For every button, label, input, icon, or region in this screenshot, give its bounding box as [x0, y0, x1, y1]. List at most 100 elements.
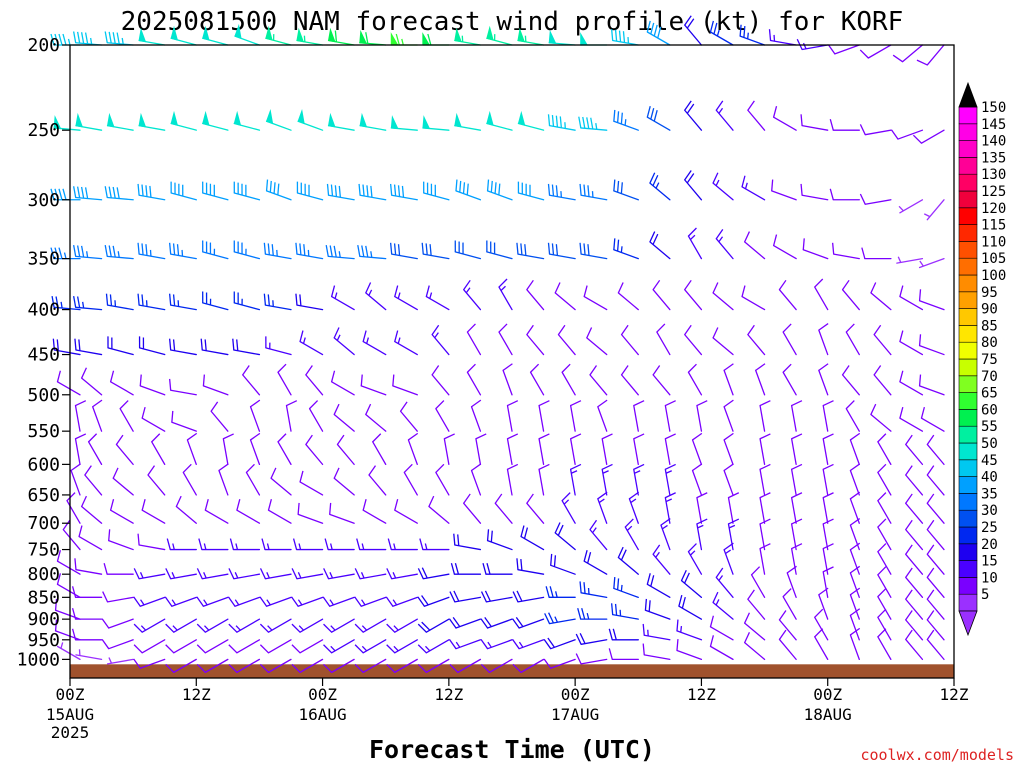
barb-feather [678, 594, 683, 607]
barb-feather [471, 463, 482, 472]
barb-staff [431, 374, 450, 396]
barb-half-feather [393, 543, 396, 550]
wind-barb [646, 573, 671, 598]
barb-half-feather [140, 599, 145, 606]
barb-staff [517, 192, 545, 201]
wind-barb [684, 324, 703, 356]
barb-half-feather [235, 543, 239, 550]
wind-barb [578, 116, 608, 131]
wind-barb [800, 114, 829, 131]
barb-staff [905, 474, 924, 496]
barb-feather [277, 363, 287, 373]
wind-barb [234, 23, 261, 46]
barb-feather [547, 242, 551, 255]
wind-barb [171, 410, 197, 432]
barb-staff [329, 513, 355, 524]
barb-feather [459, 180, 462, 193]
barb-staff [818, 369, 829, 396]
barb-feather [484, 616, 492, 628]
barb-staff [108, 540, 134, 551]
barb-feather [652, 544, 661, 555]
wind-barb [486, 529, 513, 551]
wind-barb [905, 567, 924, 598]
wind-barb [417, 618, 450, 633]
wind-barb [356, 538, 387, 551]
barb-feather [507, 400, 519, 407]
barb-staff [918, 345, 945, 356]
barb-feather [168, 338, 172, 351]
wind-barb [277, 363, 292, 396]
barb-feather [620, 112, 623, 125]
wind-barb [394, 330, 418, 356]
wind-barb [687, 363, 703, 396]
barb-staff [362, 618, 387, 633]
wind-barb [526, 279, 545, 311]
barb-feather [365, 32, 369, 44]
barb-staff [151, 441, 166, 466]
barb-staff [106, 255, 134, 260]
barb-staff [520, 658, 545, 674]
barb-feather [141, 184, 144, 197]
wind-barb [233, 110, 261, 131]
barb-feather [579, 633, 586, 644]
barb-staff [802, 249, 829, 260]
wind-barb [62, 519, 81, 551]
barb-staff [790, 468, 797, 496]
wind-barb [747, 589, 766, 620]
barb-feather [362, 499, 367, 511]
barb-feather [78, 525, 83, 537]
barb-staff [790, 404, 797, 432]
barb-feather [397, 185, 401, 197]
barb-feather [712, 591, 719, 603]
wind-barb [333, 467, 355, 496]
wind-barb [431, 324, 450, 356]
barb-feather [877, 628, 887, 638]
barb-feather [827, 44, 836, 55]
barb-feather [245, 463, 255, 473]
barb-feather [583, 550, 588, 562]
barb-feather [202, 374, 206, 386]
colorbar-cell [958, 409, 978, 427]
wind-barb [168, 378, 197, 396]
barb-feather [196, 623, 206, 633]
barb-feather [172, 339, 176, 351]
barb-half-feather [571, 470, 578, 474]
barb-half-feather [397, 292, 401, 299]
wind-barb [526, 324, 545, 356]
barb-feather [551, 114, 555, 127]
barb-pennant [548, 29, 557, 44]
barb-feather [551, 184, 555, 197]
barb-staff [790, 523, 797, 551]
barb-feather [759, 518, 771, 525]
terrain-band [70, 664, 954, 678]
barb-feather [88, 433, 98, 443]
wind-barb [502, 363, 513, 396]
barb-feather [387, 538, 392, 550]
wind-barb [322, 596, 355, 607]
wind-barb [386, 658, 418, 674]
barb-staff [265, 596, 292, 607]
barb-feather [228, 644, 238, 654]
wind-barb [918, 374, 945, 396]
barb-feather [926, 567, 935, 578]
barb-feather [435, 400, 445, 410]
wind-barb [74, 558, 103, 575]
barb-half-feather [401, 38, 404, 46]
barb-staff [771, 190, 797, 201]
barb-feather [622, 31, 626, 43]
wind-barb [905, 629, 924, 661]
barb-half-feather [266, 572, 270, 579]
wind-barb [202, 291, 229, 311]
barb-staff [633, 404, 639, 432]
barb-staff [362, 658, 387, 674]
barb-staff [526, 289, 545, 311]
barb-staff [778, 638, 797, 661]
barb-feather [475, 433, 487, 440]
barb-feather [108, 186, 112, 198]
barb-feather [425, 243, 428, 255]
barb-half-feather [302, 337, 306, 344]
wind-barb [233, 240, 261, 260]
barb-feather [428, 495, 435, 507]
barb-feather [723, 363, 734, 371]
wind-barb [554, 282, 576, 311]
